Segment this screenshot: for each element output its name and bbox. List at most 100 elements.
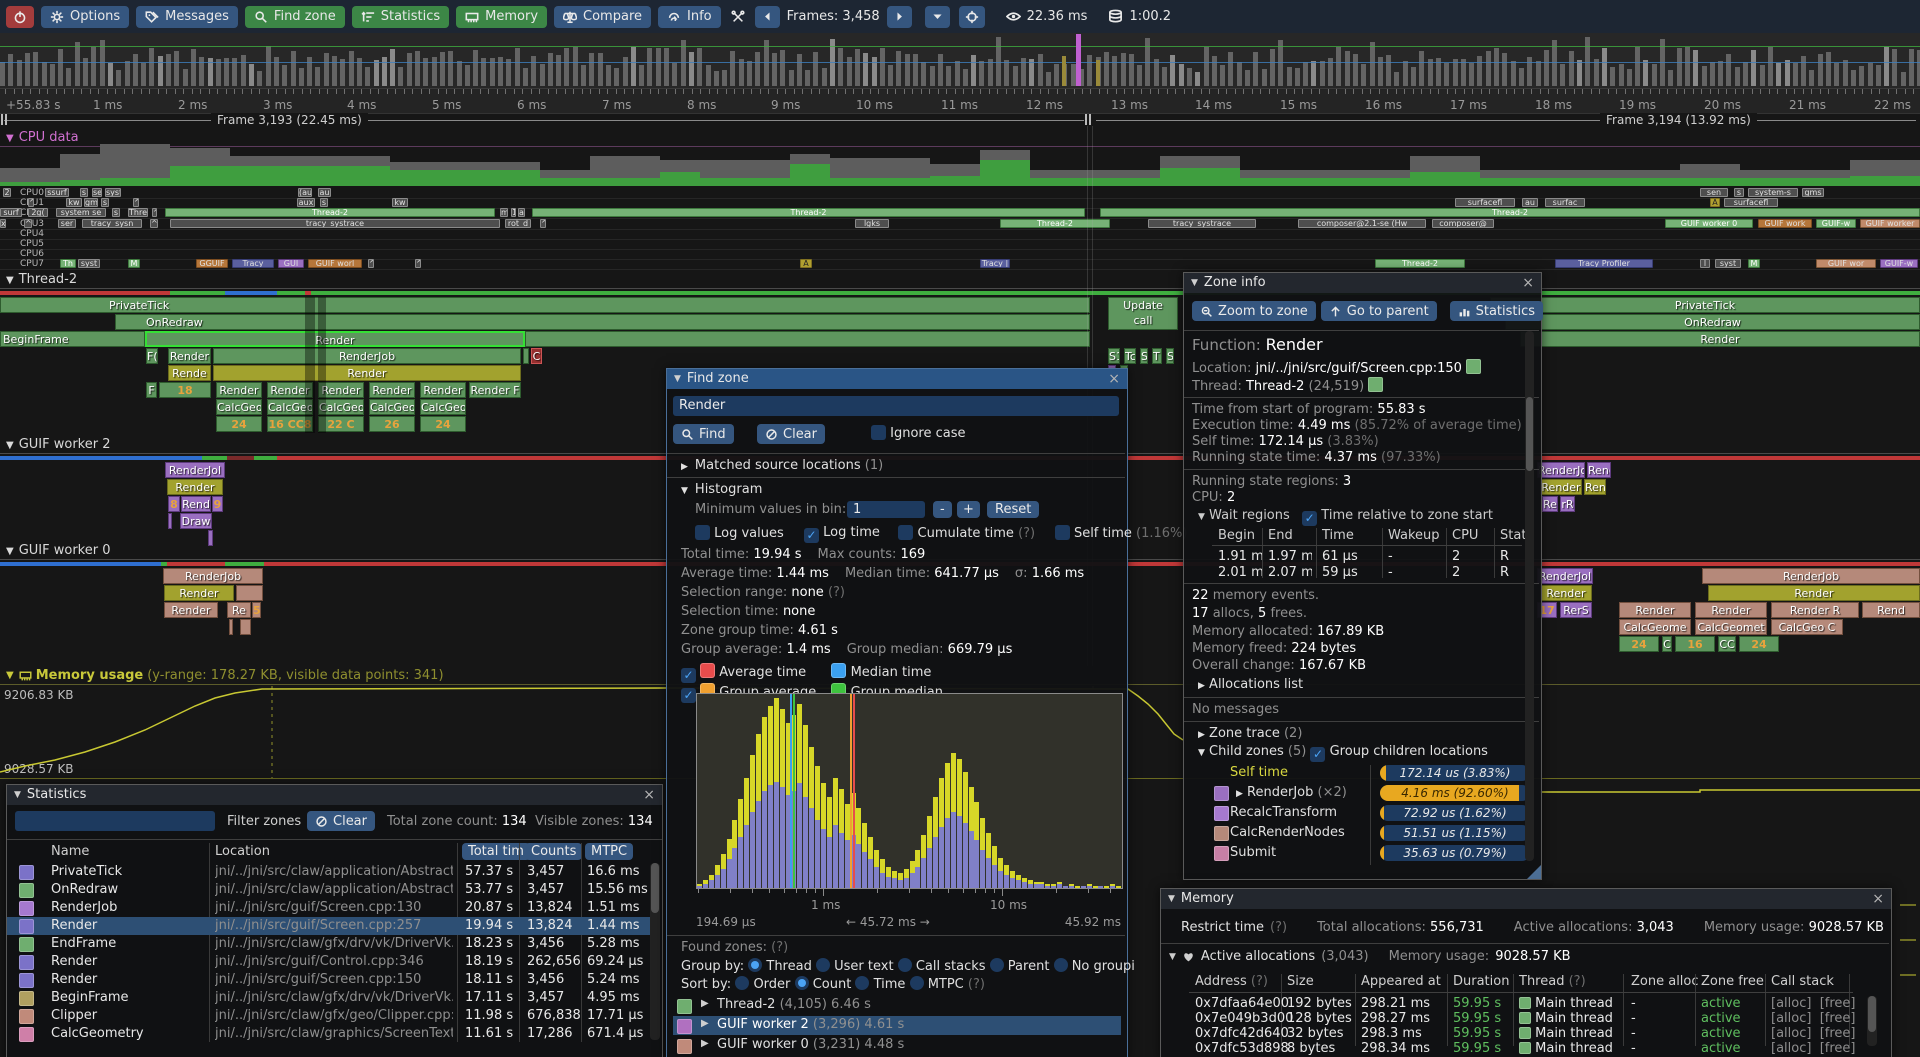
- timeline-zone[interactable]: 8: [168, 496, 180, 512]
- statistics-button[interactable]: Statistics: [1449, 301, 1544, 321]
- goto-frame-button[interactable]: [958, 5, 985, 28]
- sort-by-radio-count[interactable]: [794, 976, 809, 990]
- thread-header-thread-2[interactable]: ▼ Thread-2: [6, 272, 78, 287]
- timeline-zone[interactable]: PrivateTick: [1490, 297, 1920, 313]
- active-allocations-toggle[interactable]: ▼ Active allocations (3,043) Memory usage: …: [1169, 949, 1571, 964]
- table-row[interactable]: RenderJob jni/../jni/src/guif/Screen.cpp:…: [7, 899, 650, 917]
- close-icon[interactable]: ×: [643, 787, 655, 803]
- cpu-zone-chip[interactable]: GGUIF: [196, 259, 228, 269]
- timeline-zone[interactable]: CalcGeor: [318, 399, 364, 415]
- sort-by-radio-time[interactable]: [855, 976, 870, 990]
- timeline-area[interactable]: ▼CPU dataCPU0CPU1CPU2CPU3CPU4CPU5CPU6CPU…: [0, 126, 1920, 1057]
- filter-input[interactable]: [15, 811, 215, 831]
- cpu-zone-chip[interactable]: kw: [392, 198, 408, 208]
- cpu-zone-chip[interactable]: Tracy Profiler: [1555, 259, 1653, 269]
- cpu-zone-chip[interactable]: system-s: [1748, 188, 1798, 197]
- cpu-zone-chip[interactable]: GUIF worker 0: [1665, 218, 1753, 228]
- cpu-zone-chip[interactable]: surfac: [1545, 198, 1585, 208]
- zone-info-scrollbar[interactable]: [1525, 331, 1534, 861]
- table-row[interactable]: OnRedraw jni/../jni/src/claw/application/…: [7, 881, 650, 899]
- timeline-zone[interactable]: CalcGeomet: [1695, 619, 1767, 635]
- cpu-zone-chip[interactable]: 2g(: [28, 208, 48, 218]
- find-zone-titlebar[interactable]: ▼ Find zone ×: [667, 369, 1127, 389]
- statistics-scrollbar[interactable]: [650, 863, 660, 1040]
- find-zone-histogram[interactable]: [696, 693, 1123, 889]
- timeline-zone[interactable]: [240, 619, 251, 635]
- allocation-row[interactable]: 0x7dfc42d640 32 bytes 298.3 ms 59.95 s Main…: [1195, 1026, 1856, 1041]
- timeline-zone[interactable]: Render: [164, 585, 234, 601]
- frame-set-dropdown[interactable]: [924, 5, 950, 28]
- memory-usage-header[interactable]: ▼ Memory usage (y-range: 178.27 KB, visi…: [6, 668, 444, 683]
- table-row[interactable]: Render jni/../jni/src/guif/Screen.cpp:257…: [7, 917, 650, 935]
- zone-info-titlebar[interactable]: ▼ Zone info ×: [1184, 273, 1541, 293]
- zoom-to-zone-button[interactable]: Zoom to zone: [1192, 301, 1316, 321]
- timeline-zone[interactable]: C: [531, 348, 542, 364]
- table-row[interactable]: CalcGeometry jni/../jni/src/claw/graphics…: [7, 1025, 650, 1043]
- timeline-zone[interactable]: 9: [212, 496, 223, 512]
- cpu-zone-chip[interactable]: syst: [105, 188, 121, 197]
- timeline-zone[interactable]: rR: [1560, 496, 1575, 512]
- reset-button[interactable]: Reset: [987, 501, 1040, 518]
- find-button[interactable]: Find: [673, 424, 734, 444]
- timeline-zone[interactable]: Rend: [181, 496, 211, 512]
- table-row[interactable]: Render jni/../jni/src/guif/Control.cpp:34…: [7, 953, 650, 971]
- allocation-row[interactable]: 0x7e049b3d00 128 bytes 298.27 ms 59.95 s Ma…: [1195, 1011, 1856, 1026]
- clear-filter-button[interactable]: Clear: [307, 811, 375, 831]
- cpu-zone-chip[interactable]: surfacefl: [1455, 198, 1515, 208]
- cpu-zone-chip[interactable]: l: [1700, 259, 1710, 269]
- thread-header-guif-worker-2[interactable]: ▼ GUIF worker 2: [6, 437, 111, 452]
- timeline-zone[interactable]: 26: [369, 416, 415, 432]
- cpu-zone-chip[interactable]: au: [1522, 198, 1538, 208]
- timeline-zone[interactable]: BeginFrame: [0, 331, 145, 347]
- go-to-parent-button[interactable]: Go to parent: [1320, 301, 1437, 321]
- sort-counts-button[interactable]: Counts: [525, 843, 583, 860]
- timeline-zone[interactable]: PrivateTick: [0, 297, 1090, 313]
- group-by-radio-parent[interactable]: [989, 958, 1004, 972]
- timeline-zone[interactable]: CalcGeo: [216, 399, 262, 415]
- cpu-zone-chip[interactable]: Tracy: [232, 259, 274, 269]
- messages-button[interactable]: Messages: [136, 5, 238, 28]
- child-zone-row[interactable]: Self time 172.14 us (3.83%): [1184, 764, 1534, 783]
- cpu-zone-chip[interactable]: ^: [415, 259, 421, 269]
- frame-labels-row[interactable]: Frame 3,193 (22.45 ms) Frame 3,194 (13.92…: [0, 113, 1920, 127]
- sort-total-time-button[interactable]: Total tim: [462, 843, 530, 860]
- cpu-zone-chip[interactable]: composer@: [1432, 218, 1494, 228]
- cpu-zone-chip[interactable]: s: [101, 198, 109, 208]
- timeline-zone[interactable]: Tc: [1124, 348, 1136, 364]
- cpu-zone-chip[interactable]: ^: [24, 218, 32, 228]
- cpu-zone-chip[interactable]: s: [80, 188, 88, 197]
- cpu-zone-chip[interactable]: tracy_sysn: [82, 218, 142, 228]
- cpu-zone-chip[interactable]: au: [318, 188, 331, 197]
- clear-button[interactable]: Clear: [757, 424, 825, 444]
- timeline-zone[interactable]: S: [1140, 348, 1148, 364]
- table-row[interactable]: PrivateTick jni/../jni/src/claw/applicati…: [7, 863, 650, 881]
- timeline-zone[interactable]: Render: [213, 365, 521, 381]
- memory-scrollbar[interactable]: [1867, 996, 1877, 1046]
- cpu-zone-chip[interactable]: x: [0, 218, 6, 228]
- timeline-zone[interactable]: T1: [1152, 348, 1162, 364]
- cpu-zone-chip[interactable]: Thread-2: [165, 208, 495, 218]
- compare-button[interactable]: Compare: [554, 5, 652, 28]
- cpu-zone-chip[interactable]: ^: [150, 218, 158, 228]
- found-zone-group-row[interactable]: ▶ GUIF worker 2 (3,296) 4.61 s: [673, 1016, 1121, 1035]
- log-time-checkbox[interactable]: ✓: [804, 528, 819, 543]
- timeline-zone[interactable]: 5: [252, 602, 261, 618]
- cpu-zone-chip[interactable]: tracy_systrace: [1148, 218, 1256, 228]
- close-icon[interactable]: ×: [1522, 275, 1534, 291]
- cpu-zone-chip[interactable]: 1: [511, 208, 516, 218]
- table-row[interactable]: EndFrame jni/../jni/src/claw/gfx/drv/vk/D…: [7, 935, 650, 953]
- timeline-zone[interactable]: Render: [145, 331, 525, 347]
- cpu-zone-chip[interactable]: lgks: [855, 218, 889, 228]
- cpu-zone-chip[interactable]: (au: [298, 188, 312, 197]
- timeline-zone[interactable]: [208, 530, 213, 546]
- cpu-zone-chip[interactable]: aux: [297, 198, 315, 208]
- child-zone-row[interactable]: CalcRenderNodes 51.51 us (1.15%): [1184, 824, 1534, 843]
- memory-titlebar[interactable]: ▼ Memory ×: [1161, 889, 1891, 909]
- timeline-zone[interactable]: Render: [168, 348, 211, 364]
- min-bin-decrement-button[interactable]: -: [933, 501, 952, 518]
- timeline-zone[interactable]: RenderJob: [213, 348, 521, 364]
- cpu-zone-chip[interactable]: kw: [66, 198, 82, 208]
- timeline-zone[interactable]: Render: [216, 382, 262, 398]
- timeline-zone[interactable]: Render: [1695, 602, 1767, 618]
